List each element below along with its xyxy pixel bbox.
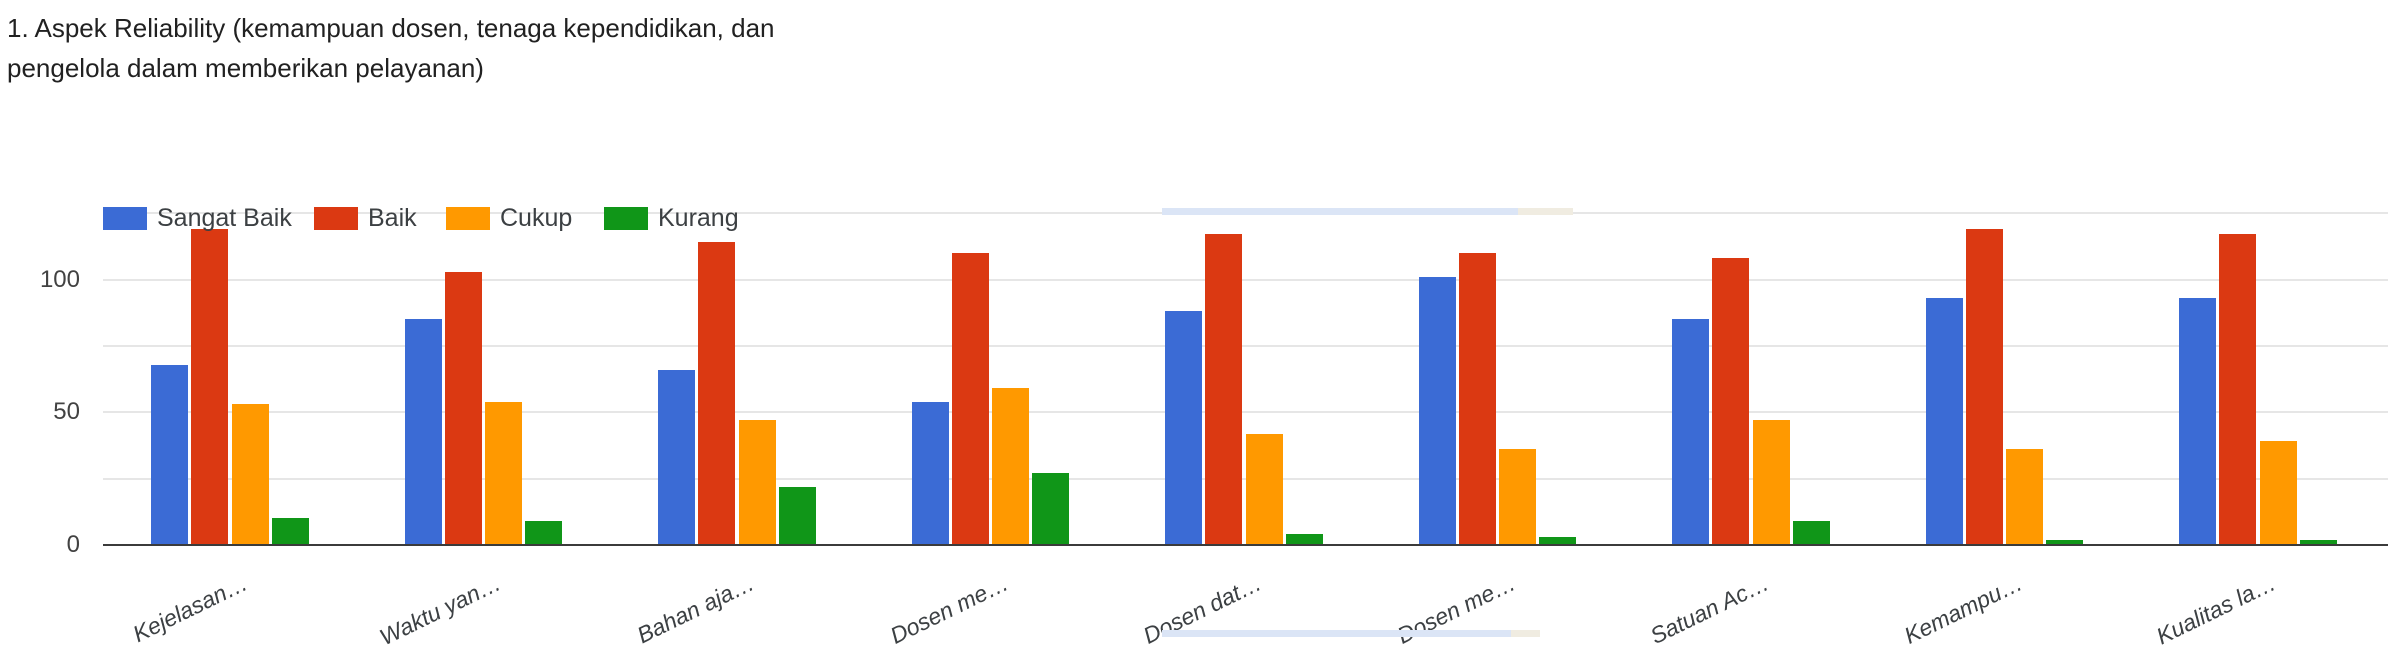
bar[interactable] bbox=[2259, 441, 2297, 545]
bar[interactable] bbox=[1165, 311, 1202, 545]
bar[interactable] bbox=[2046, 539, 2084, 545]
legend-color-chip bbox=[103, 207, 147, 230]
chart-title-line-2: pengelola dalam memberikan pelayanan) bbox=[7, 53, 484, 83]
bar[interactable] bbox=[231, 404, 269, 545]
legend-color-chip bbox=[314, 207, 358, 230]
horizontal-scrollbar-top[interactable] bbox=[1162, 208, 1573, 215]
bar[interactable] bbox=[1965, 229, 2003, 545]
x-axis-category-label: Waktu yan… bbox=[375, 569, 505, 651]
bar[interactable] bbox=[1418, 276, 1456, 545]
bar[interactable] bbox=[191, 229, 229, 545]
gridline bbox=[103, 344, 2388, 347]
bar[interactable] bbox=[1458, 253, 1496, 545]
x-axis-category-label: Dosen dat… bbox=[1139, 569, 1266, 649]
bar[interactable] bbox=[1925, 298, 1963, 545]
x-axis-category-label: Dosen me… bbox=[885, 569, 1012, 649]
bar[interactable] bbox=[992, 388, 1030, 545]
horizontal-scrollbar-bottom[interactable] bbox=[1162, 630, 1540, 637]
bar[interactable] bbox=[1672, 319, 1709, 545]
bar[interactable] bbox=[951, 253, 989, 545]
bar[interactable] bbox=[1245, 433, 1283, 545]
legend-label: Cukup bbox=[500, 204, 573, 232]
legend-label: Sangat Baik bbox=[157, 204, 292, 232]
bar[interactable] bbox=[2219, 234, 2257, 545]
bar[interactable] bbox=[525, 521, 563, 545]
bar[interactable] bbox=[1792, 521, 1830, 545]
x-axis-category-label: Kemampu… bbox=[1899, 569, 2026, 649]
x-axis-category-label: Satuan Ac… bbox=[1645, 569, 1773, 649]
gridline bbox=[103, 278, 2388, 281]
legend-color-chip bbox=[446, 207, 490, 230]
legend-color-chip bbox=[604, 207, 648, 230]
bar[interactable] bbox=[2299, 539, 2337, 545]
legend-label: Kurang bbox=[658, 204, 739, 232]
bar[interactable] bbox=[485, 401, 523, 545]
bar[interactable] bbox=[658, 369, 695, 545]
x-axis-category-label: Bahan aja… bbox=[633, 569, 759, 649]
scrollbar-thumb-blue bbox=[1162, 630, 1511, 637]
y-axis-tick-label: 50 bbox=[53, 398, 80, 426]
bar[interactable] bbox=[404, 319, 442, 545]
bar[interactable] bbox=[1752, 420, 1790, 545]
x-axis-category-label: Kualitas la… bbox=[2152, 569, 2280, 650]
bar[interactable] bbox=[2006, 449, 2044, 545]
chart-title-line-1: 1. Aspek Reliability (kemampuan dosen, t… bbox=[7, 13, 775, 43]
gridline bbox=[103, 477, 2388, 480]
y-axis-tick-label: 0 bbox=[66, 531, 80, 558]
y-axis-tick-label: 100 bbox=[39, 265, 80, 293]
forms-response-chart: 1. Aspek Reliability (kemampuan dosen, t… bbox=[7, 13, 2388, 651]
x-axis-line bbox=[103, 544, 2388, 546]
bar[interactable] bbox=[2179, 298, 2216, 545]
bar[interactable] bbox=[1499, 449, 1537, 545]
bar[interactable] bbox=[911, 401, 949, 545]
bar[interactable] bbox=[1205, 234, 1243, 545]
scrollbar-track-beige bbox=[1518, 208, 1573, 215]
bar[interactable] bbox=[1032, 473, 1070, 545]
bar[interactable] bbox=[271, 518, 309, 545]
bar[interactable] bbox=[778, 486, 816, 545]
gridline bbox=[103, 411, 2388, 414]
bar[interactable] bbox=[1285, 534, 1323, 545]
bar[interactable] bbox=[1539, 537, 1577, 545]
x-axis-category-label: Dosen me… bbox=[1392, 569, 1519, 649]
bar[interactable] bbox=[151, 364, 188, 545]
legend-label: Baik bbox=[368, 204, 417, 232]
bar[interactable] bbox=[444, 271, 482, 545]
bar[interactable] bbox=[1712, 258, 1750, 545]
x-axis-category-label: Kejelasan… bbox=[128, 569, 252, 648]
bar[interactable] bbox=[738, 420, 776, 545]
scrollbar-track-beige bbox=[1511, 630, 1540, 637]
scrollbar-thumb-blue bbox=[1162, 208, 1518, 215]
bar[interactable] bbox=[698, 242, 736, 545]
